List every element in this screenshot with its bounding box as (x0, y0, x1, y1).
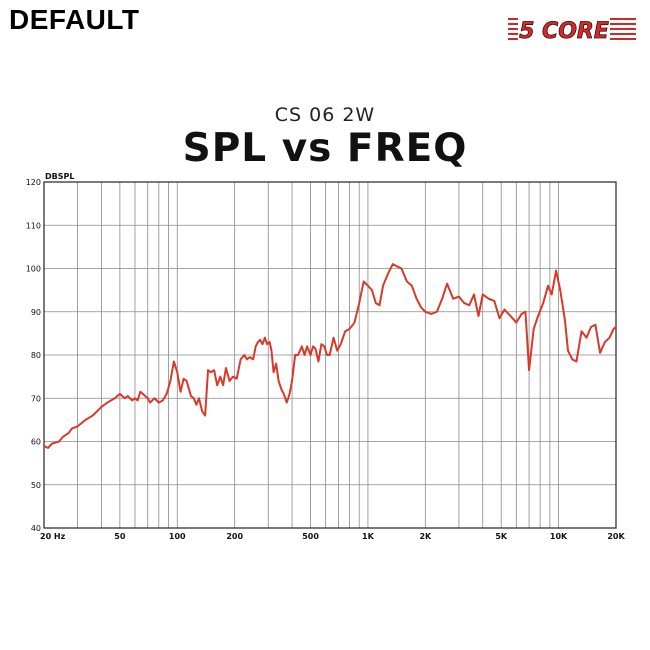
x-tick-label: 100 (169, 532, 186, 541)
x-tick-label: 200 (226, 532, 243, 541)
y-tick-label: 60 (31, 438, 41, 447)
spl-curve (44, 263, 616, 449)
x-tick-label: 20 Hz (40, 532, 66, 541)
x-tick-label: 500 (302, 532, 319, 541)
y-tick-label: 80 (31, 351, 41, 360)
chart-title: SPL vs FREQ (182, 126, 468, 171)
y-tick-label: 90 (31, 308, 41, 317)
x-tick-label: 20K (607, 532, 625, 541)
chart-subtitle: CS 06 2W (274, 104, 376, 126)
x-tick-label: 10K (550, 532, 568, 541)
x-tick-label: 1K (362, 532, 375, 541)
x-tick-label: 2K (419, 532, 432, 541)
x-tick-label: 50 (114, 532, 126, 541)
y-tick-label: 110 (26, 221, 41, 230)
brand-logo-text: 5 CORE (519, 19, 609, 44)
y-tick-label: 40 (31, 524, 41, 533)
y-tick-label: 100 (26, 265, 41, 274)
corner-label: DEFAULT (9, 4, 140, 35)
x-tick-label: 5K (495, 532, 508, 541)
y-tick-label: 50 (31, 481, 41, 490)
brand-logo: 5 CORE (508, 15, 636, 44)
y-tick-label: 70 (31, 394, 41, 403)
y-tick-label: 120 (26, 178, 41, 187)
y-axis-label: DBSPL (45, 172, 74, 181)
plot-frame (43, 181, 617, 529)
